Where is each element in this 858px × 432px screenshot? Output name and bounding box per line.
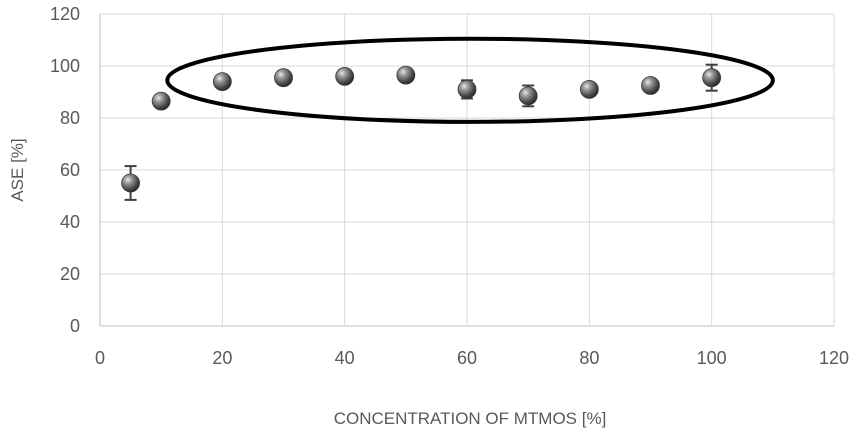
y-tick-label: 100 [50,56,80,76]
y-tick-label: 20 [60,264,80,284]
data-point [457,80,477,99]
y-tick-label: 120 [50,4,80,24]
data-point [151,91,171,111]
annotation-layer [165,36,775,124]
x-axis: 0 20 40 60 80 100 120 [95,348,849,368]
x-tick-label: 40 [335,348,355,368]
y-tick-label: 80 [60,108,80,128]
data-point [274,68,293,88]
x-tick-label: 20 [212,348,232,368]
data-point [212,72,232,91]
y-tick-label: 40 [60,212,80,232]
data-point [641,76,660,95]
data-point [702,68,722,88]
x-tick-label: 100 [697,348,727,368]
data-point [518,86,538,106]
highlight-ellipse [165,36,775,124]
grid [99,13,835,327]
data-point [396,65,416,85]
x-tick-label: 60 [457,348,477,368]
x-tick-label: 120 [819,348,849,368]
data-point [579,80,599,99]
x-tick-label: 80 [579,348,599,368]
y-tick-label: 60 [60,160,80,180]
error-bars [124,63,718,201]
data-point [121,173,140,193]
x-axis-title: CONCENTRATION OF MTMOS [%] [334,409,607,428]
y-axis-title: ASE [%] [8,138,27,201]
x-tick-label: 0 [95,348,105,368]
y-tick-label: 0 [70,316,80,336]
data-points [121,65,722,193]
data-point [335,67,355,86]
y-axis: 0 20 40 60 80 100 120 [50,4,80,336]
